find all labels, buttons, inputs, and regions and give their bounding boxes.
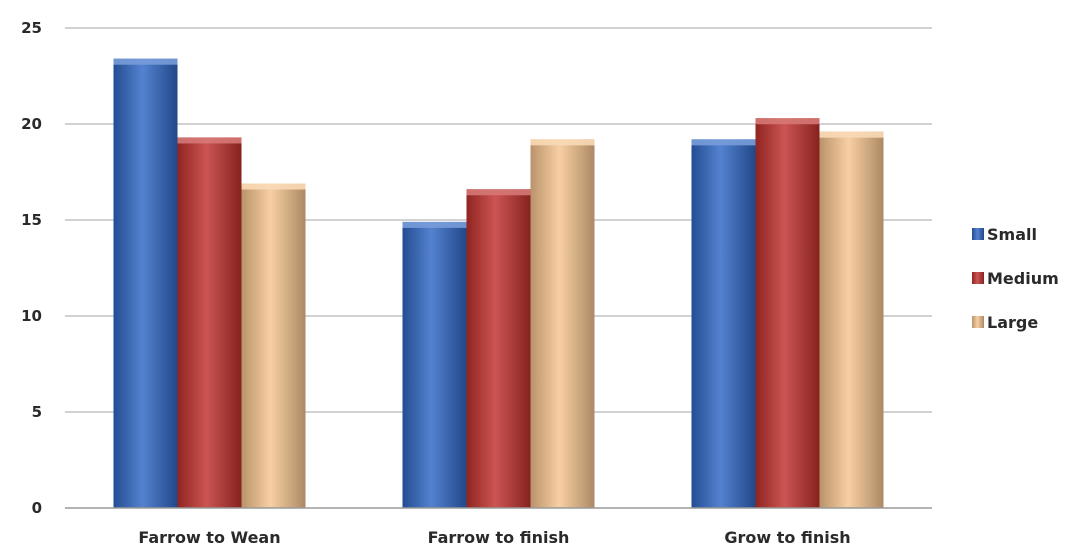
bar-cap	[530, 139, 595, 146]
legend-swatch-large	[972, 316, 984, 328]
y-tick-label: 10	[21, 307, 42, 325]
x-category-label: Farrow to finish	[428, 528, 570, 547]
bar-medium-0	[177, 137, 242, 508]
x-axis-categories: Farrow to Wean Farrow to finish Grow to fi…	[138, 528, 850, 547]
x-category-label: Grow to finish	[724, 528, 850, 547]
y-tick-label: 15	[21, 211, 42, 229]
bars	[113, 58, 884, 509]
bar-small-1	[402, 221, 467, 509]
bar-cap	[755, 118, 820, 125]
legend-label-large: Large	[987, 313, 1038, 332]
bar-medium-1	[466, 189, 531, 508]
legend-swatch-medium	[972, 272, 984, 284]
bar-cap	[177, 137, 242, 144]
legend-label-medium: Medium	[987, 269, 1059, 288]
bar-large-0	[241, 183, 306, 508]
bar-small-0	[113, 58, 178, 508]
x-category-label: Farrow to Wean	[138, 528, 280, 547]
y-tick-label: 5	[32, 403, 42, 421]
bar-medium-2	[755, 118, 820, 509]
y-tick-label: 20	[21, 115, 42, 133]
bar-cap	[241, 183, 306, 190]
y-tick-label: 25	[21, 19, 42, 37]
bar-cap	[819, 131, 884, 138]
legend-label-small: Small	[987, 225, 1037, 244]
legend-swatch-small	[972, 228, 984, 240]
bar-cap	[466, 189, 531, 196]
y-tick-label: 0	[32, 499, 42, 517]
bar-cap	[402, 221, 467, 228]
y-axis-ticks: 0 5 10 15 20 25	[21, 19, 42, 517]
bar-cap	[113, 58, 178, 65]
bar-small-2	[691, 139, 756, 509]
bar-large-2	[819, 131, 884, 508]
bar-cap	[691, 139, 756, 146]
bar-large-1	[530, 139, 595, 509]
legend: Small Medium Large	[972, 225, 1059, 332]
